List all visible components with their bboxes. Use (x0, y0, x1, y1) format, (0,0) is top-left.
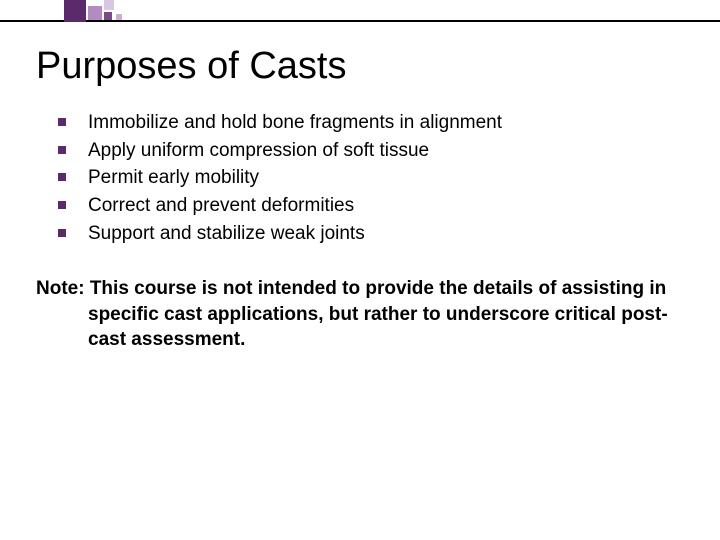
note-text: Note: This course is not intended to pro… (36, 276, 684, 353)
list-item: Support and stabilize weak joints (58, 221, 684, 247)
bullet-list: Immobilize and hold bone fragments in al… (58, 110, 684, 246)
list-item-text: Apply uniform compression of soft tissue (88, 140, 429, 161)
decor-square (64, 0, 86, 22)
bullet-icon (58, 173, 66, 181)
slide-content: Purposes of Casts Immobilize and hold bo… (0, 45, 720, 353)
list-item-text: Correct and prevent deformities (88, 195, 354, 216)
bullet-icon (58, 201, 66, 209)
note-paragraph: Note: This course is not intended to pro… (36, 276, 684, 353)
decor-square (116, 14, 122, 20)
decor-square (104, 12, 112, 20)
slide-title: Purposes of Casts (36, 45, 684, 88)
list-item-text: Support and stabilize weak joints (88, 223, 365, 244)
header-decoration (0, 0, 720, 28)
decor-square (88, 6, 102, 20)
bullet-icon (58, 229, 66, 237)
header-rule (0, 20, 720, 22)
list-item: Immobilize and hold bone fragments in al… (58, 110, 684, 136)
list-item-text: Permit early mobility (88, 167, 259, 188)
bullet-icon (58, 118, 66, 126)
decor-square (104, 0, 114, 10)
list-item-text: Immobilize and hold bone fragments in al… (88, 112, 502, 133)
list-item: Apply uniform compression of soft tissue (58, 138, 684, 164)
list-item: Correct and prevent deformities (58, 193, 684, 219)
list-item: Permit early mobility (58, 165, 684, 191)
bullet-icon (58, 146, 66, 154)
